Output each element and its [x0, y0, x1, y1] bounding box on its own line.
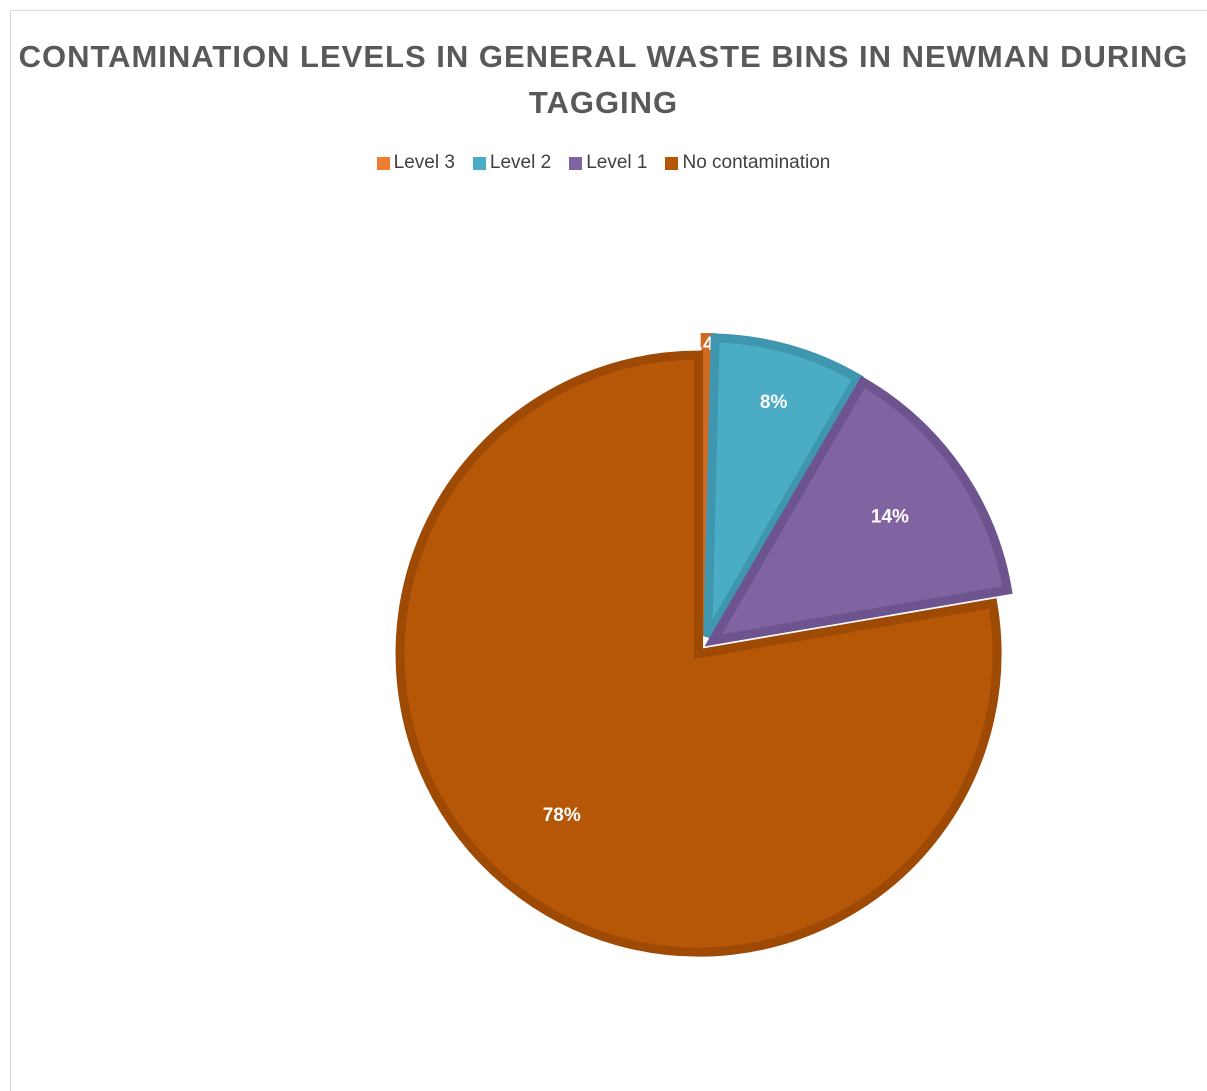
legend-item-level-1: Level 1	[569, 152, 647, 174]
legend-swatch-level-3	[376, 156, 390, 170]
legend-label-level-1: Level 1	[586, 152, 648, 173]
legend-item-no-contamination: No contamination	[665, 152, 830, 174]
data-label-no-contamination: 78%	[543, 805, 581, 826]
legend-label-level-2: Level 2	[489, 152, 552, 173]
data-label-level-2: 8%	[760, 392, 788, 413]
legend-swatch-level-1	[569, 156, 583, 170]
pie-slice-no-contamination	[395, 350, 1002, 957]
pie-slice-level-2	[703, 333, 864, 639]
legend-label-level-3: Level 3	[393, 152, 455, 173]
chart-legend: Level 3 Level 2 Level 1 No contamination	[0, 152, 1207, 174]
legend-swatch-no-contamination	[665, 156, 679, 170]
legend-item-level-2: Level 2	[472, 152, 552, 174]
chart-title: CONTAMINATION LEVELS IN GENERAL WASTE BI…	[18, 39, 1189, 120]
legend-swatch-level-2	[472, 156, 486, 170]
pie-slice-level-1	[704, 375, 1013, 647]
legend-label-no-contamination: No contamination	[682, 152, 831, 173]
legend-item-level-3: Level 3	[376, 152, 455, 174]
data-label-level-1: 14%	[871, 507, 909, 528]
